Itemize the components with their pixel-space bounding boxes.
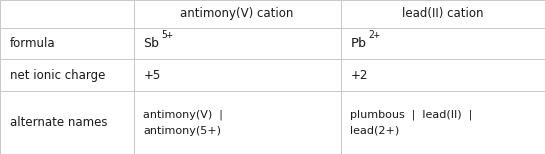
Text: antimony(V) cation: antimony(V) cation <box>180 7 294 20</box>
Text: antimony(V)  |: antimony(V) | <box>143 109 223 120</box>
Text: Pb: Pb <box>350 37 366 50</box>
Text: lead(II) cation: lead(II) cation <box>402 7 483 20</box>
Text: Sb: Sb <box>143 37 159 50</box>
Text: plumbous  |  lead(II)  |: plumbous | lead(II) | <box>350 109 473 120</box>
Bar <box>0 59 134 91</box>
Text: +5: +5 <box>143 69 161 82</box>
Text: net ionic charge: net ionic charge <box>10 69 105 82</box>
Bar <box>134 0 341 28</box>
Bar <box>341 0 545 28</box>
Text: formula: formula <box>10 37 56 50</box>
Bar <box>134 59 341 91</box>
Bar <box>341 91 545 154</box>
Text: antimony(5+): antimony(5+) <box>143 126 221 136</box>
Text: 2+: 2+ <box>368 30 380 40</box>
Bar <box>134 28 341 59</box>
Bar <box>341 59 545 91</box>
Text: lead(2+): lead(2+) <box>350 126 399 136</box>
Text: +2: +2 <box>350 69 368 82</box>
Bar <box>0 28 134 59</box>
Bar <box>134 91 341 154</box>
Text: alternate names: alternate names <box>10 116 107 129</box>
Bar <box>0 0 134 28</box>
Text: 5+: 5+ <box>161 30 173 40</box>
Bar <box>341 28 545 59</box>
Bar <box>0 91 134 154</box>
